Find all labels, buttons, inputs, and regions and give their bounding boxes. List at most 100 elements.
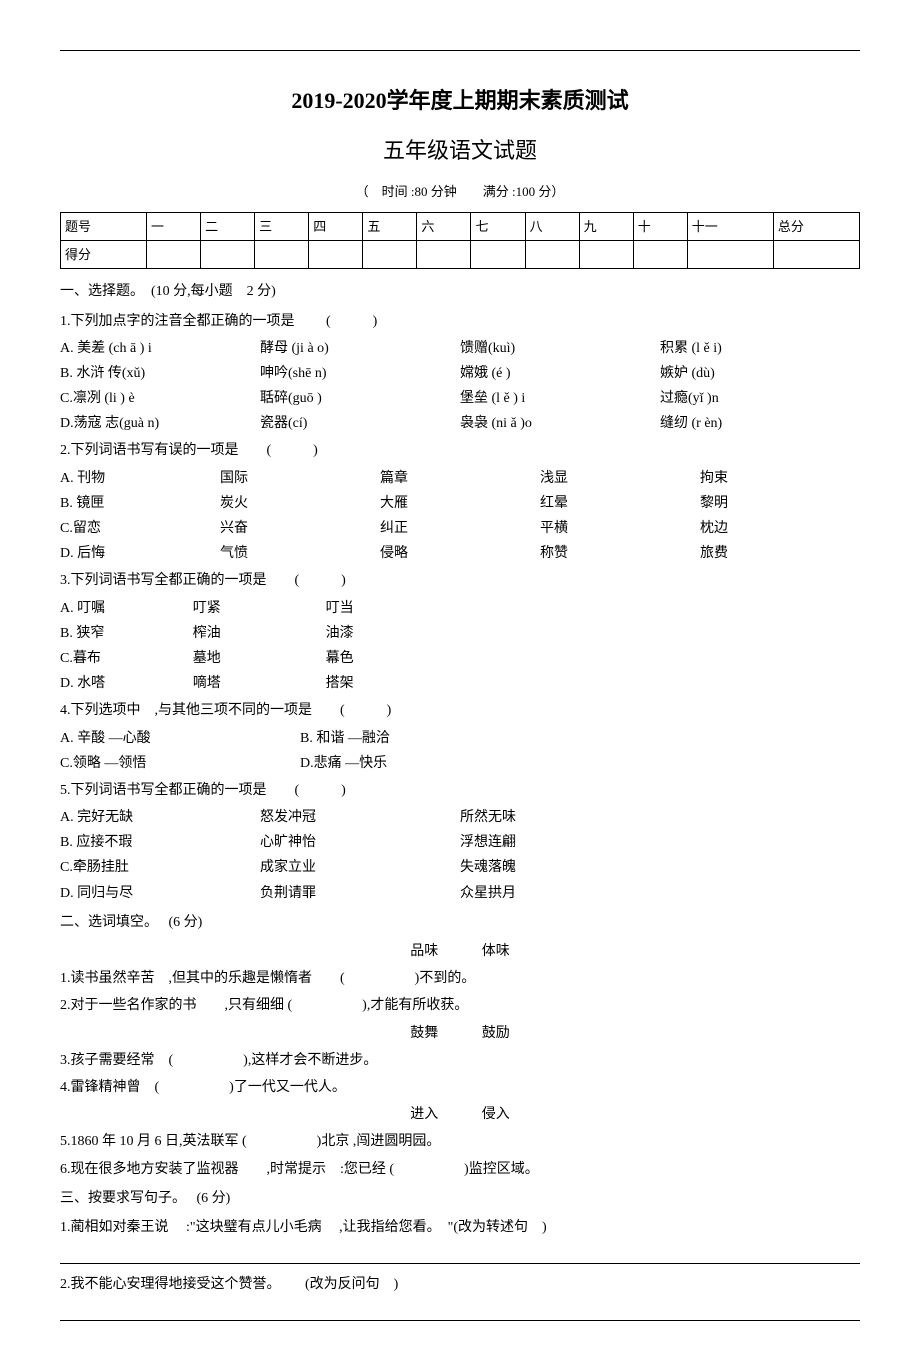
- td: [633, 240, 687, 268]
- opt: 大雁: [380, 491, 540, 516]
- q3-d: D. 水嗒 嘀塔 搭架: [60, 671, 860, 696]
- opt: B. 水浒 传(xǔ): [60, 361, 260, 386]
- word: 鼓励: [482, 1021, 510, 1046]
- th: 总分: [773, 212, 859, 240]
- section-3-title: 三、按要求写句子。 (6 分): [60, 1186, 860, 1211]
- q5-d: D. 同归与尽 负荆请罪 众星拱月: [60, 881, 860, 906]
- opt: 嘀塔: [193, 671, 326, 696]
- opt: 所然无味: [460, 805, 660, 830]
- th: 八: [525, 212, 579, 240]
- opt: 叮当: [326, 596, 459, 621]
- word: 进入: [410, 1102, 438, 1127]
- opt: C.牵肠挂肚: [60, 855, 260, 880]
- opt: D.悲痛 —快乐: [300, 751, 540, 776]
- q1-b: B. 水浒 传(xǔ) 呻吟(shē n) 嫦娥 (é ) 嫉妒 (dù): [60, 361, 860, 386]
- s2-q3: 3.孩子需要经常 ( ),这样才会不断进步。: [60, 1048, 860, 1073]
- opt: 积累 (l ě i): [660, 336, 860, 361]
- opt: 叮紧: [193, 596, 326, 621]
- td: [471, 240, 525, 268]
- td: [687, 240, 773, 268]
- answer-line: [60, 1244, 860, 1264]
- opt: 侵略: [380, 541, 540, 566]
- td: [147, 240, 201, 268]
- th: 五: [363, 212, 417, 240]
- opt: 平横: [540, 516, 700, 541]
- score-table: 题号 一 二 三 四 五 六 七 八 九 十 十一 总分 得分: [60, 212, 860, 270]
- opt: B. 狭窄: [60, 621, 193, 646]
- q5-c: C.牵肠挂肚 成家立业 失魂落魄: [60, 855, 860, 880]
- word-pair-3: 进入 侵入: [60, 1102, 860, 1127]
- opt: 枕边: [700, 516, 860, 541]
- q3-stem: 3.下列词语书写全都正确的一项是 ( ): [60, 568, 860, 593]
- td: 得分: [61, 240, 147, 268]
- opt: 称赞: [540, 541, 700, 566]
- opt: A. 叮嘱: [60, 596, 193, 621]
- opt: 油漆: [326, 621, 459, 646]
- td: [309, 240, 363, 268]
- q4-row1: A. 辛酸 —心酸 B. 和谐 —融洽: [60, 726, 860, 751]
- main-title: 2019-2020学年度上期期末素质测试: [60, 81, 860, 121]
- opt: 墓地: [193, 646, 326, 671]
- s2-q1: 1.读书虽然辛苦 ,但其中的乐趣是懒惰者 ( )不到的。: [60, 966, 860, 991]
- word-pair-2: 鼓舞 鼓励: [60, 1021, 860, 1046]
- td: [363, 240, 417, 268]
- q3-a: A. 叮嘱 叮紧 叮当: [60, 596, 860, 621]
- q4-stem: 4.下列选项中 ,与其他三项不同的一项是 ( ): [60, 698, 860, 723]
- q5-stem: 5.下列词语书写全都正确的一项是 ( ): [60, 778, 860, 803]
- opt: D. 水嗒: [60, 671, 193, 696]
- opt: 兴奋: [220, 516, 380, 541]
- opt: 怒发冲冠: [260, 805, 460, 830]
- opt: 炭火: [220, 491, 380, 516]
- q2-c: C.留恋 兴奋 纠正 平横 枕边: [60, 516, 860, 541]
- th: 十: [633, 212, 687, 240]
- opt: 成家立业: [260, 855, 460, 880]
- td: [579, 240, 633, 268]
- opt: C.领略 —领悟: [60, 751, 300, 776]
- opt: 袅袅 (ni ǎ )o: [460, 411, 660, 436]
- s3-q2: 2.我不能心安理得地接受这个赞誉。 (改为反问句 ): [60, 1272, 860, 1297]
- opt: 榨油: [193, 621, 326, 646]
- opt: 缝纫 (r èn): [660, 411, 860, 436]
- q4-row2: C.领略 —领悟 D.悲痛 —快乐: [60, 751, 860, 776]
- opt: 失魂落魄: [460, 855, 660, 880]
- opt: B. 应接不瑕: [60, 830, 260, 855]
- answer-line: [60, 1301, 860, 1321]
- opt: 国际: [220, 466, 380, 491]
- td: [417, 240, 471, 268]
- th: 十一: [687, 212, 773, 240]
- word: 品味: [410, 939, 438, 964]
- word: 侵入: [482, 1102, 510, 1127]
- opt: 过瘾(yǐ )n: [660, 386, 860, 411]
- word: 鼓舞: [410, 1021, 438, 1046]
- s2-q6: 6.现在很多地方安装了监视器 ,时常提示 :您已经 ( )监控区域。: [60, 1157, 860, 1182]
- opt: 纠正: [380, 516, 540, 541]
- td: [525, 240, 579, 268]
- opt: 拘束: [700, 466, 860, 491]
- opt: 幕色: [326, 646, 459, 671]
- q3-b: B. 狭窄 榨油 油漆: [60, 621, 860, 646]
- opt: 红晕: [540, 491, 700, 516]
- q3-c: C.暮布 墓地 幕色: [60, 646, 860, 671]
- opt: D.荡寇 志(guà n): [60, 411, 260, 436]
- opt: 酵母 (ji à o): [260, 336, 460, 361]
- q2-b: B. 镜匣 炭火 大雁 红晕 黎明: [60, 491, 860, 516]
- opt: 呻吟(shē n): [260, 361, 460, 386]
- opt: A. 刊物: [60, 466, 220, 491]
- q1-c: C.凛冽 (li ) è 聒碎(guō ) 堡垒 (l ě ) i 过瘾(yǐ …: [60, 386, 860, 411]
- opt: B. 和谐 —融洽: [300, 726, 540, 751]
- top-rule: [60, 50, 860, 51]
- opt: 篇章: [380, 466, 540, 491]
- th: 七: [471, 212, 525, 240]
- opt: C.暮布: [60, 646, 193, 671]
- opt: A. 美差 (ch ā ) i: [60, 336, 260, 361]
- section-2-title: 二、选词填空。 (6 分): [60, 910, 860, 935]
- opt: A. 辛酸 —心酸: [60, 726, 300, 751]
- opt: D. 同归与尽: [60, 881, 260, 906]
- opt: 瓷器(cí): [260, 411, 460, 436]
- opt: 聒碎(guō ): [260, 386, 460, 411]
- word: 体味: [482, 939, 510, 964]
- opt: B. 镜匣: [60, 491, 220, 516]
- q1-stem: 1.下列加点字的注音全都正确的一项是 ( ): [60, 309, 860, 334]
- opt: 心旷神怡: [260, 830, 460, 855]
- sub-title: 五年级语文试题: [60, 131, 860, 171]
